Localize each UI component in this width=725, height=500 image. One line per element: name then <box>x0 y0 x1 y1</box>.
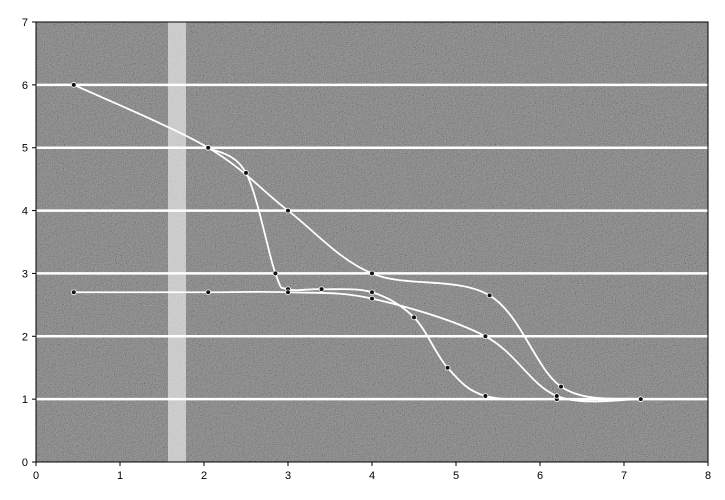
y-tick-label-6: 6 <box>22 80 28 92</box>
y-tick-label-5: 5 <box>22 143 28 155</box>
y-tick-label-4: 4 <box>22 206 28 218</box>
x-tick-label-5: 5 <box>453 470 459 482</box>
series-3-point-5 <box>553 393 560 399</box>
light-band <box>168 22 186 462</box>
plot-texture <box>36 22 708 462</box>
y-tick-label-0: 0 <box>22 457 28 469</box>
series-2-point-2 <box>272 270 279 277</box>
x-tick-label-8: 8 <box>705 470 711 482</box>
series-2-point-7 <box>444 364 451 371</box>
tick-labels: 0 1 2 3 4 5 6 7 8 0 1 2 3 4 5 6 7 <box>22 17 711 482</box>
x-tick-label-0: 0 <box>33 470 39 482</box>
series-2-point-4 <box>318 286 325 292</box>
y-tick-label-3: 3 <box>22 268 28 280</box>
series-3-point-3 <box>369 295 375 302</box>
x-tick-label-1: 1 <box>117 470 123 482</box>
series-3-point-4 <box>482 333 489 340</box>
series-1-point-4 <box>486 292 493 299</box>
x-tick-label-6: 6 <box>537 470 543 482</box>
series-2-point-5 <box>369 289 375 296</box>
y-tick-label-7: 7 <box>22 17 28 29</box>
series-1-point-2 <box>285 207 291 214</box>
series-2-point-8 <box>482 393 489 399</box>
y-tick-label-1: 1 <box>22 394 28 406</box>
series-1-point-0 <box>71 82 77 88</box>
x-tick-label-3: 3 <box>285 470 291 482</box>
x-tick-label-2: 2 <box>201 470 207 482</box>
x-tick-label-4: 4 <box>369 470 375 482</box>
series-2-point-1 <box>243 170 249 176</box>
series-3-point-0 <box>71 289 77 296</box>
series-3-point-6 <box>637 396 644 402</box>
x-tick-label-7: 7 <box>621 470 627 482</box>
series-1-point-3 <box>369 270 375 277</box>
axes <box>32 21 709 466</box>
series-layer <box>71 82 644 403</box>
series-1-point-5 <box>558 383 564 390</box>
y-tick-label-2: 2 <box>22 331 28 343</box>
series-2-point-6 <box>411 314 417 321</box>
series-2-point-0 <box>205 144 212 151</box>
series-3-point-1 <box>205 289 212 296</box>
series-3-point-2 <box>285 289 291 296</box>
